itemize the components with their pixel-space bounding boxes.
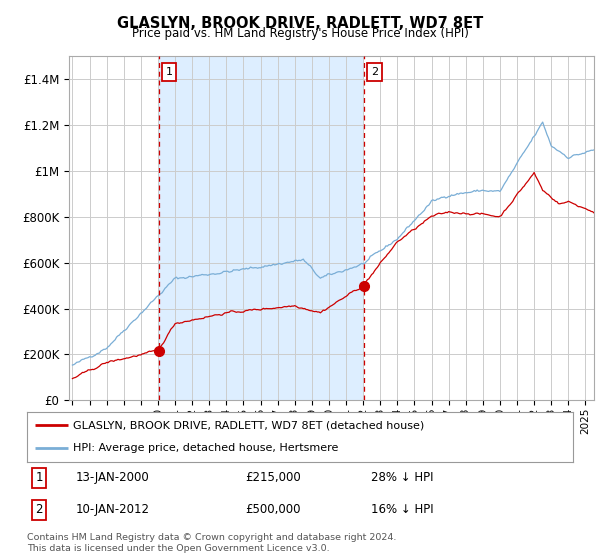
- Text: 2: 2: [371, 67, 378, 77]
- Text: £215,000: £215,000: [245, 471, 301, 484]
- Text: Contains HM Land Registry data © Crown copyright and database right 2024.
This d: Contains HM Land Registry data © Crown c…: [27, 533, 397, 553]
- Text: 1: 1: [35, 471, 43, 484]
- Text: HPI: Average price, detached house, Hertsmere: HPI: Average price, detached house, Hert…: [73, 444, 339, 454]
- Text: 13-JAN-2000: 13-JAN-2000: [76, 471, 150, 484]
- Text: 16% ↓ HPI: 16% ↓ HPI: [371, 503, 434, 516]
- Text: GLASLYN, BROOK DRIVE, RADLETT, WD7 8ET (detached house): GLASLYN, BROOK DRIVE, RADLETT, WD7 8ET (…: [73, 420, 425, 430]
- Text: 1: 1: [166, 67, 172, 77]
- Text: Price paid vs. HM Land Registry's House Price Index (HPI): Price paid vs. HM Land Registry's House …: [131, 27, 469, 40]
- Text: 10-JAN-2012: 10-JAN-2012: [76, 503, 150, 516]
- Text: GLASLYN, BROOK DRIVE, RADLETT, WD7 8ET: GLASLYN, BROOK DRIVE, RADLETT, WD7 8ET: [117, 16, 483, 31]
- Bar: [158, 56, 364, 400]
- Text: 28% ↓ HPI: 28% ↓ HPI: [371, 471, 433, 484]
- Text: 2: 2: [35, 503, 43, 516]
- Text: £500,000: £500,000: [245, 503, 301, 516]
